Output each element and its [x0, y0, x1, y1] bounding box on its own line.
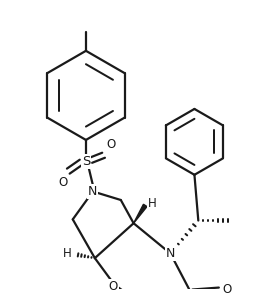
- Text: O: O: [222, 283, 231, 296]
- Text: N: N: [88, 185, 98, 198]
- Text: O: O: [58, 176, 67, 189]
- Text: O: O: [109, 279, 118, 293]
- Text: S: S: [82, 155, 90, 168]
- Text: H: H: [63, 247, 71, 260]
- Text: O: O: [106, 138, 115, 151]
- Text: N: N: [166, 247, 175, 260]
- Text: H: H: [148, 197, 157, 210]
- Polygon shape: [134, 204, 147, 223]
